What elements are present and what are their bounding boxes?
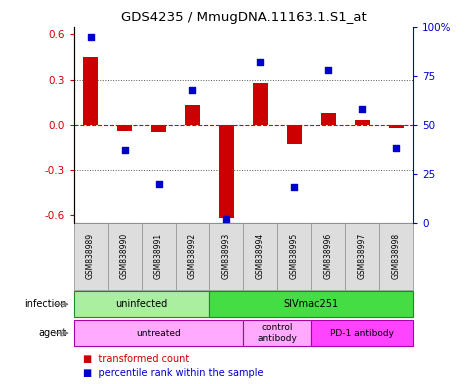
Bar [321,113,336,125]
Text: GSM838998: GSM838998 [392,233,401,280]
Point [155,180,162,187]
Point [324,67,332,73]
Text: GSM838997: GSM838997 [358,233,367,280]
Bar [83,57,98,125]
Bar [107,223,142,290]
Bar [243,320,312,346]
Bar [287,125,302,144]
Bar [355,120,370,125]
Text: GSM838993: GSM838993 [222,233,231,280]
Text: PD-1 antibody: PD-1 antibody [330,329,394,338]
Bar [209,223,243,290]
Text: GSM838996: GSM838996 [324,233,333,280]
Bar [277,223,311,290]
Text: ■  percentile rank within the sample: ■ percentile rank within the sample [83,368,264,378]
Bar [151,125,166,132]
Point [189,86,196,93]
Text: GSM838989: GSM838989 [86,233,95,280]
Text: SIVmac251: SIVmac251 [284,299,339,310]
Bar [74,223,107,290]
Bar [243,223,277,290]
Bar [253,83,268,125]
Point [121,147,128,153]
Point [256,59,264,65]
Bar [345,223,379,290]
Text: GSM838991: GSM838991 [154,233,163,280]
Bar [74,320,243,346]
Bar [209,291,413,317]
Bar [379,223,413,290]
Bar [142,223,176,290]
Point [359,106,366,112]
Bar [176,223,209,290]
Point [392,145,400,151]
Point [291,184,298,190]
Bar [185,105,200,125]
Text: untreated: untreated [136,329,181,338]
Text: GSM838992: GSM838992 [188,233,197,280]
Text: agent: agent [38,328,67,338]
Text: infection: infection [24,299,67,310]
Text: ■  transformed count: ■ transformed count [83,354,190,364]
Text: GSM838994: GSM838994 [256,233,265,280]
Point [223,216,230,222]
Bar [74,291,209,317]
Text: GSM838995: GSM838995 [290,233,299,280]
Bar [312,320,413,346]
Title: GDS4235 / MmugDNA.11163.1.S1_at: GDS4235 / MmugDNA.11163.1.S1_at [121,11,366,24]
Point [87,33,95,40]
Bar [312,223,345,290]
Text: control
antibody: control antibody [257,323,297,343]
Bar [219,125,234,218]
Bar [389,125,404,128]
Text: uninfected: uninfected [115,299,168,310]
Bar [117,125,132,131]
Text: GSM838990: GSM838990 [120,233,129,280]
